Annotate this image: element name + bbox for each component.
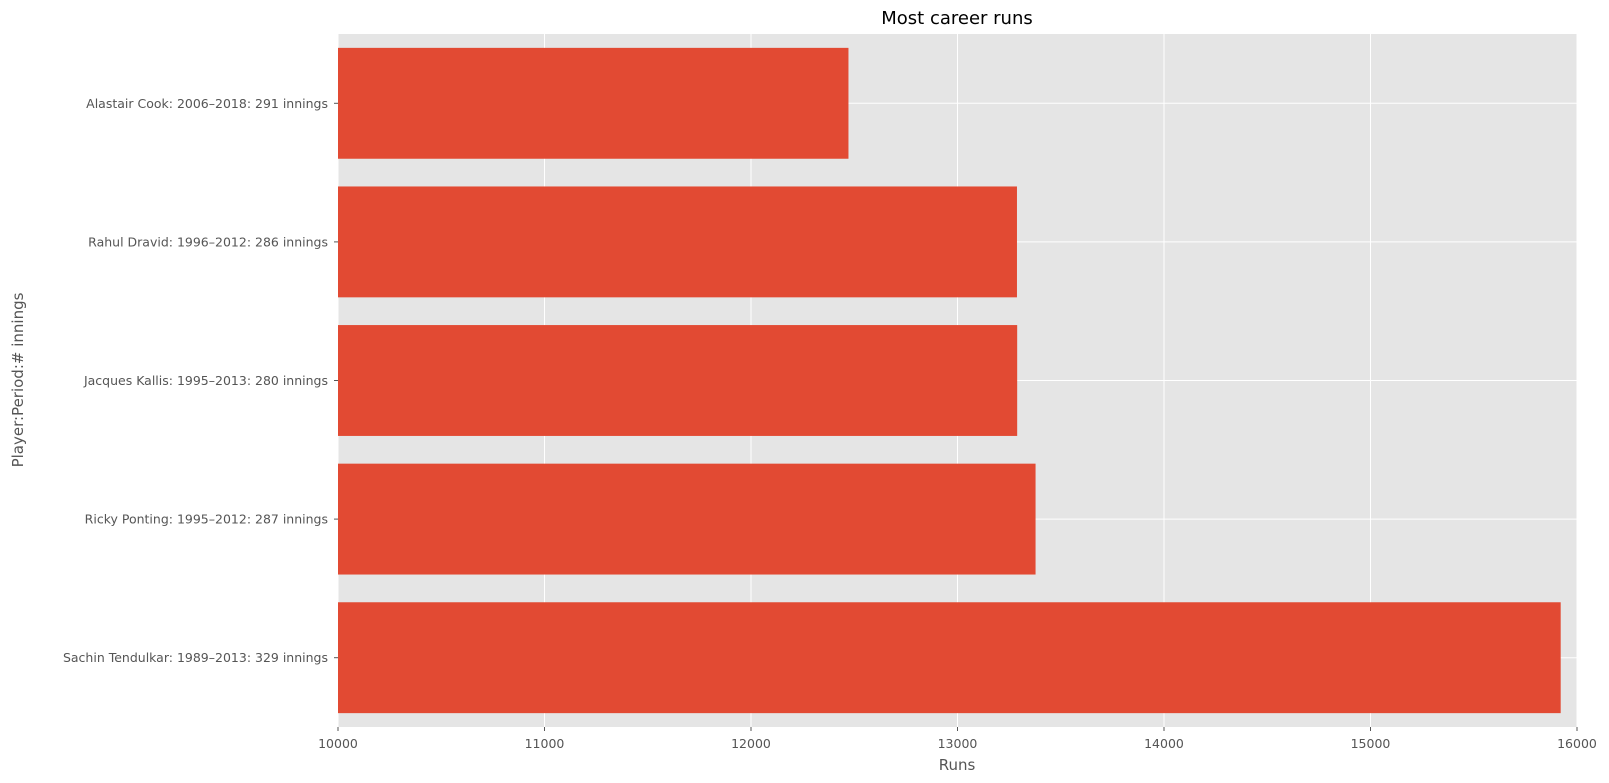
x-tick-label: 13000 — [938, 736, 978, 751]
bars — [338, 47, 1561, 714]
chart-title: Most career runs — [881, 8, 1033, 29]
x-tick-label: 15000 — [1351, 736, 1391, 751]
y-axis-ticks: Alastair Cook: 2006–2018: 291 innings Rah… — [63, 96, 338, 665]
bar — [338, 602, 1561, 714]
x-tick-label: 10000 — [318, 736, 358, 751]
x-tick-label: 14000 — [1144, 736, 1184, 751]
x-axis-ticks: 10000 11000 12000 13000 14000 15000 16000 — [318, 727, 1597, 751]
x-tick-label: 11000 — [525, 736, 565, 751]
y-tick-label: Sachin Tendulkar: 1989–2013: 329 innings — [63, 650, 328, 665]
x-axis-label: Runs — [939, 756, 976, 774]
y-tick-label: Jacques Kallis: 1995–2013: 280 innings — [83, 373, 328, 388]
bar — [338, 47, 849, 159]
bar — [338, 325, 1018, 436]
bar — [338, 186, 1017, 298]
x-tick-label: 12000 — [731, 736, 771, 751]
y-axis-label: Player:Period:# innings — [9, 292, 27, 467]
bar — [338, 463, 1036, 575]
y-tick-label: Rahul Dravid: 1996–2012: 286 innings — [88, 234, 328, 249]
y-tick-label: Ricky Ponting: 1995–2012: 287 innings — [85, 512, 328, 527]
x-tick-label: 16000 — [1557, 736, 1597, 751]
y-tick-label: Alastair Cook: 2006–2018: 291 innings — [86, 96, 328, 111]
